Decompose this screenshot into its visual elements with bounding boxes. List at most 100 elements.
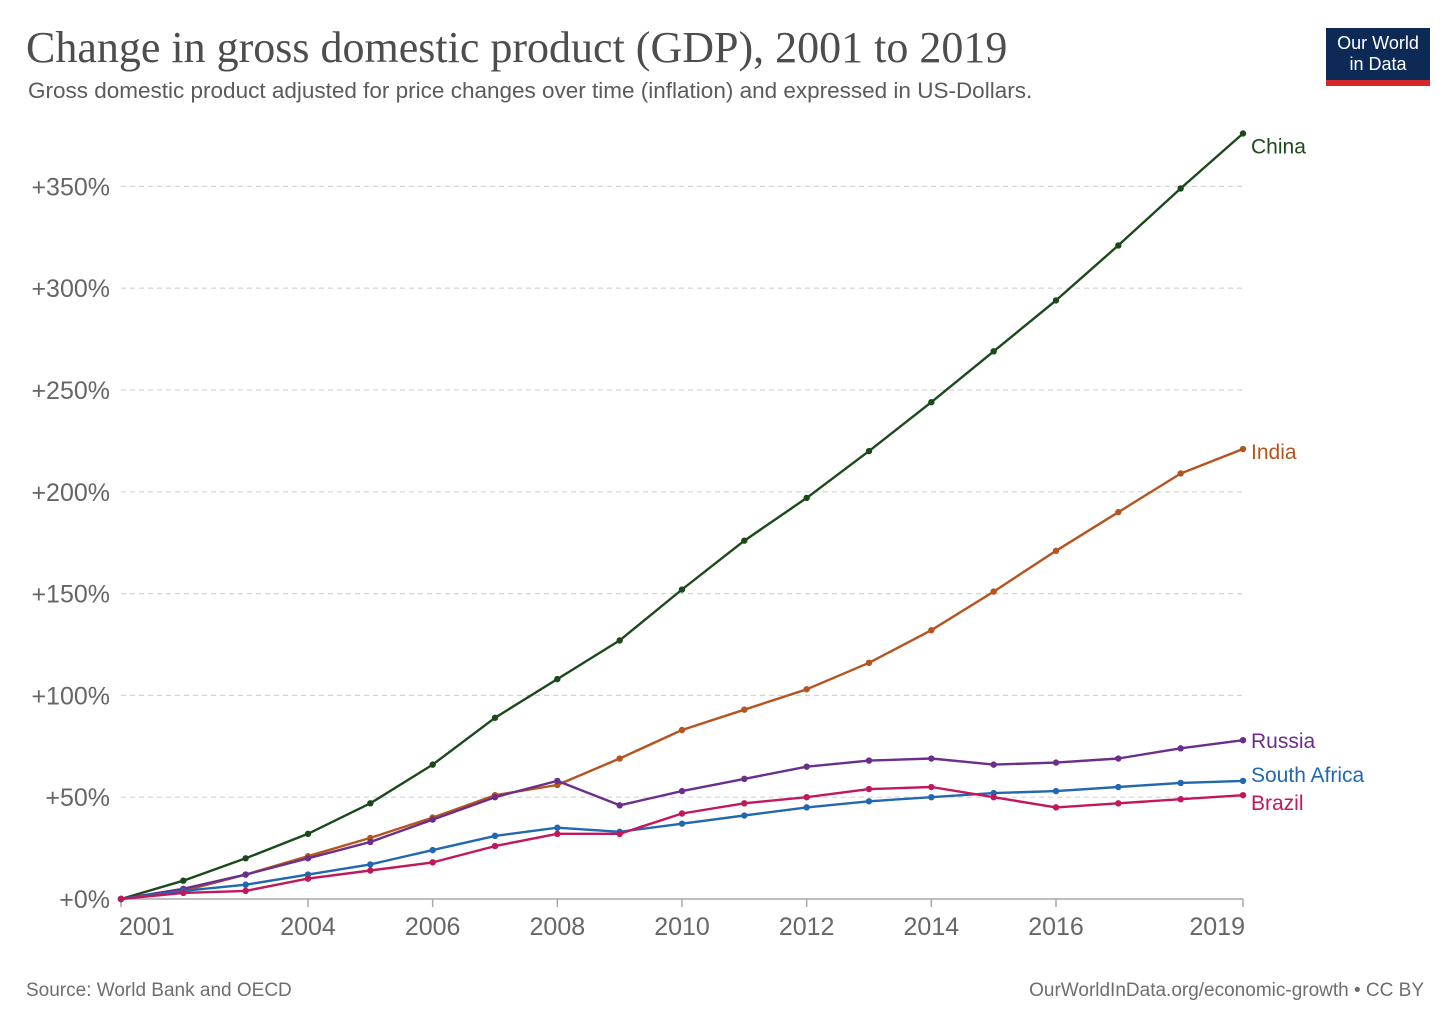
data-point-china[interactable] bbox=[803, 494, 810, 502]
series-label-russia[interactable]: Russia bbox=[1251, 730, 1316, 753]
data-point-south-africa[interactable] bbox=[1052, 787, 1060, 795]
data-point-russia[interactable] bbox=[367, 838, 374, 846]
data-point-russia[interactable] bbox=[242, 871, 249, 878]
y-tick-label: +200% bbox=[31, 479, 110, 507]
data-point-russia[interactable] bbox=[429, 816, 436, 823]
data-point-brazil[interactable] bbox=[367, 867, 374, 874]
data-point-china[interactable] bbox=[554, 675, 561, 683]
data-point-brazil[interactable] bbox=[180, 889, 187, 897]
data-point-china[interactable] bbox=[990, 348, 997, 355]
data-point-china[interactable] bbox=[928, 399, 935, 406]
data-point-south-africa[interactable] bbox=[367, 861, 374, 868]
series-label-south-africa[interactable]: South Africa bbox=[1251, 764, 1365, 787]
data-point-brazil[interactable] bbox=[1177, 796, 1184, 803]
data-point-brazil[interactable] bbox=[741, 800, 748, 807]
data-point-russia[interactable] bbox=[1239, 736, 1247, 744]
data-point-south-africa[interactable] bbox=[678, 820, 686, 827]
series-label-china[interactable]: China bbox=[1251, 135, 1306, 158]
series-label-brazil[interactable]: Brazil bbox=[1251, 792, 1304, 815]
data-point-brazil[interactable] bbox=[429, 859, 436, 866]
data-point-south-africa[interactable] bbox=[429, 846, 436, 854]
data-point-russia[interactable] bbox=[678, 787, 686, 795]
chart-subtitle: Gross domestic product adjusted for pric… bbox=[28, 78, 1033, 103]
data-point-india[interactable] bbox=[928, 627, 935, 634]
data-point-russia[interactable] bbox=[1177, 745, 1184, 752]
data-point-brazil[interactable] bbox=[678, 810, 686, 817]
data-point-brazil[interactable] bbox=[242, 887, 249, 895]
data-point-brazil[interactable] bbox=[1115, 800, 1122, 807]
data-point-brazil[interactable] bbox=[865, 785, 873, 793]
data-point-india[interactable] bbox=[1239, 445, 1247, 453]
data-point-brazil[interactable] bbox=[616, 830, 623, 838]
data-point-india[interactable] bbox=[1177, 470, 1184, 477]
data-point-russia[interactable] bbox=[554, 777, 561, 785]
data-point-brazil[interactable] bbox=[117, 895, 125, 903]
data-point-south-africa[interactable] bbox=[865, 798, 873, 805]
data-point-russia[interactable] bbox=[1115, 755, 1122, 762]
data-point-china[interactable] bbox=[180, 877, 187, 884]
data-point-china[interactable] bbox=[741, 537, 748, 544]
data-point-china[interactable] bbox=[616, 637, 623, 644]
data-point-russia[interactable] bbox=[616, 802, 623, 809]
data-point-brazil[interactable] bbox=[803, 794, 810, 801]
data-point-south-africa[interactable] bbox=[741, 812, 748, 819]
data-point-south-africa[interactable] bbox=[803, 804, 810, 811]
data-point-russia[interactable] bbox=[928, 755, 935, 762]
data-point-brazil[interactable] bbox=[554, 830, 561, 838]
data-point-india[interactable] bbox=[803, 686, 810, 693]
data-point-brazil[interactable] bbox=[491, 842, 499, 850]
series-line-brazil[interactable] bbox=[120, 785, 1244, 901]
data-point-china[interactable] bbox=[678, 586, 686, 593]
data-point-india[interactable] bbox=[1115, 508, 1122, 516]
data-point-south-africa[interactable] bbox=[554, 824, 561, 831]
series-label-india[interactable]: India bbox=[1251, 441, 1297, 464]
data-point-brazil[interactable] bbox=[304, 875, 312, 882]
data-point-india[interactable] bbox=[990, 588, 997, 595]
data-point-china[interactable] bbox=[429, 761, 436, 768]
data-point-china[interactable] bbox=[865, 447, 873, 455]
data-point-brazil[interactable] bbox=[990, 794, 997, 801]
data-point-russia[interactable] bbox=[491, 794, 499, 801]
series-line-russia[interactable] bbox=[120, 739, 1244, 901]
logo-line-2: in Data bbox=[1349, 54, 1407, 74]
data-point-china[interactable] bbox=[1052, 297, 1060, 304]
logo-line-1: Our World bbox=[1337, 33, 1419, 53]
data-point-brazil[interactable] bbox=[1052, 804, 1060, 811]
x-tick-label: 2004 bbox=[280, 913, 336, 941]
data-point-india[interactable] bbox=[616, 755, 623, 762]
data-point-china[interactable] bbox=[1239, 130, 1247, 137]
data-point-china[interactable] bbox=[242, 855, 249, 862]
data-point-russia[interactable] bbox=[803, 763, 810, 770]
data-point-russia[interactable] bbox=[1052, 759, 1060, 766]
data-point-china[interactable] bbox=[367, 800, 374, 807]
data-point-south-africa[interactable] bbox=[1115, 783, 1122, 791]
data-point-china[interactable] bbox=[1115, 242, 1122, 249]
data-point-india[interactable] bbox=[678, 726, 686, 734]
owid-logo[interactable]: Our World in Data bbox=[1326, 28, 1430, 86]
data-point-south-africa[interactable] bbox=[242, 881, 249, 888]
data-point-india[interactable] bbox=[865, 659, 873, 667]
data-point-india[interactable] bbox=[741, 706, 748, 713]
source-note: Source: World Bank and OECD bbox=[26, 980, 292, 1001]
data-point-russia[interactable] bbox=[741, 775, 748, 783]
series-line-china[interactable] bbox=[120, 132, 1244, 901]
data-point-russia[interactable] bbox=[304, 855, 312, 862]
data-point-brazil[interactable] bbox=[928, 783, 935, 791]
data-point-india[interactable] bbox=[1052, 547, 1060, 555]
x-tick-label: 2001 bbox=[119, 913, 175, 941]
x-tick-label: 2014 bbox=[904, 913, 960, 941]
data-point-south-africa[interactable] bbox=[1239, 777, 1247, 785]
data-point-russia[interactable] bbox=[865, 757, 873, 764]
data-point-south-africa[interactable] bbox=[928, 794, 935, 801]
data-point-china[interactable] bbox=[304, 830, 312, 838]
data-point-russia[interactable] bbox=[990, 761, 997, 768]
series-line-india[interactable] bbox=[120, 447, 1244, 901]
credit-link[interactable]: OurWorldInData.org/economic-growth • CC … bbox=[1029, 980, 1424, 1001]
data-point-south-africa[interactable] bbox=[491, 832, 499, 840]
x-tick-label: 2016 bbox=[1028, 913, 1084, 941]
data-point-south-africa[interactable] bbox=[1177, 779, 1184, 787]
data-point-brazil[interactable] bbox=[1239, 791, 1247, 799]
data-point-china[interactable] bbox=[491, 714, 499, 721]
data-point-china[interactable] bbox=[1177, 185, 1184, 192]
y-tick-label: +300% bbox=[31, 275, 110, 303]
